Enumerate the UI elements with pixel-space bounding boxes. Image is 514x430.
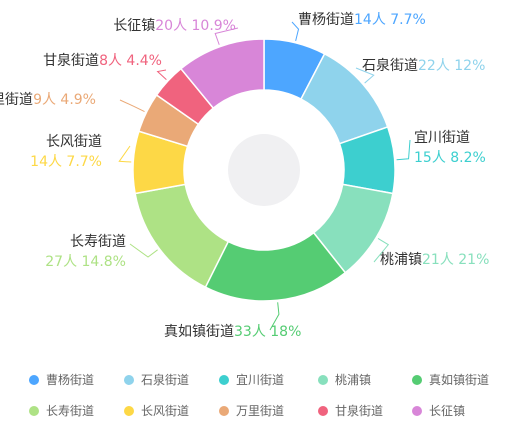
slice-value-7: 9人 4.9%: [33, 92, 96, 108]
leader-line-1: [355, 67, 375, 84]
legend-marker-7: [219, 406, 229, 416]
legend-item-8[interactable]: 甘泉街道: [318, 404, 383, 418]
leader-line-9: [214, 27, 239, 45]
legend-label-7: 万里街道: [236, 404, 284, 418]
legend-label-6: 长风街道: [141, 404, 189, 418]
legend-label-1: 石泉街道: [141, 373, 189, 387]
leader-line-3: [373, 238, 390, 263]
slice-label-3: 桃浦镇21人 21%: [380, 252, 489, 268]
slice-label-7: 万里街道9人 4.9%: [0, 92, 96, 108]
slice-9[interactable]: [179, 38, 265, 110]
legend-marker-3: [318, 375, 328, 385]
leader-lines-group: [118, 21, 411, 331]
legend-item-0[interactable]: 曹杨街道: [29, 372, 94, 387]
slice-value-8: 8人 4.4%: [99, 53, 162, 69]
slice-value-5: 27人 14.8%: [45, 254, 126, 270]
slice-label-1: 石泉街道22人 12%: [362, 57, 485, 74]
slice-name-2: 宜川街道: [414, 130, 470, 146]
legend-marker-4: [412, 375, 422, 385]
leader-line-7: [119, 99, 145, 113]
slice-name-1: 石泉街道: [362, 57, 418, 74]
legend-item-3[interactable]: 桃浦镇: [318, 372, 371, 387]
legend-label-4: 真如镇街道: [429, 372, 489, 387]
legend-marker-5: [29, 406, 39, 416]
leader-line-5: [129, 243, 158, 258]
slice-name-4: 真如镇街道: [164, 324, 234, 340]
legend-label-2: 宜川街道: [236, 372, 284, 387]
slice-name-3: 桃浦镇: [380, 252, 422, 268]
legend-marker-0: [29, 375, 39, 385]
slice-label-5: 长寿街道: [70, 233, 126, 250]
legend-item-5[interactable]: 长寿街道: [29, 404, 94, 418]
slices-group: [132, 38, 396, 302]
legend-item-6[interactable]: 长风街道: [124, 404, 189, 418]
slice-value-3: 21人 21%: [422, 252, 489, 268]
slice-name-6: 长风街道: [46, 134, 102, 150]
legend-marker-1: [124, 375, 134, 385]
legend-marker-9: [412, 406, 422, 416]
slice-value-6: 14人 7.7%: [30, 154, 102, 170]
legend-marker-2: [219, 375, 229, 385]
legend-label-8: 甘泉街道: [335, 404, 383, 418]
slice-label-9: 长征镇20人 10.9%: [113, 18, 236, 34]
slice-label-8: 甘泉街道8人 4.4%: [43, 52, 162, 69]
leader-line-0: [291, 21, 300, 41]
legend-item-9[interactable]: 长征镇: [412, 404, 465, 418]
leader-line-2: [396, 139, 411, 161]
legend-label-5: 长寿街道: [46, 404, 94, 418]
slice-label-0: 曹杨街道14人 7.7%: [298, 12, 426, 28]
legend-item-2[interactable]: 宜川街道: [219, 372, 284, 387]
legend-item-4[interactable]: 真如镇街道: [412, 372, 489, 387]
legend-label-9: 长征镇: [429, 404, 465, 418]
slice-value-2: 15人 8.2%: [414, 150, 486, 166]
slice-value-4: 33人 18%: [234, 324, 301, 340]
legend-item-1[interactable]: 石泉街道: [124, 373, 189, 387]
slice-value-1: 22人 12%: [418, 58, 485, 74]
slice-value-9: 20人 10.9%: [155, 18, 236, 34]
slice-label-6: 长风街道: [46, 134, 102, 150]
leader-line-6: [118, 145, 132, 163]
slice-label-4: 真如镇街道33人 18%: [164, 324, 301, 340]
legend-label-0: 曹杨街道: [46, 372, 94, 387]
slice-name-5: 长寿街道: [70, 233, 126, 250]
slice-value-0: 14人 7.7%: [354, 12, 426, 28]
slice-name-9: 长征镇: [113, 18, 155, 34]
center-disc: [228, 134, 300, 206]
slice-label-2: 宜川街道: [414, 130, 470, 146]
slice-name-7: 万里街道: [0, 92, 33, 108]
legend-marker-6: [124, 406, 134, 416]
slice-name-8: 甘泉街道: [43, 52, 99, 69]
legend-marker-8: [318, 406, 328, 416]
leader-line-4: [269, 302, 280, 331]
leader-line-8: [156, 69, 167, 81]
legend-label-3: 桃浦镇: [335, 372, 371, 387]
slice-name-0: 曹杨街道: [298, 12, 354, 28]
legend-item-7[interactable]: 万里街道: [219, 404, 284, 418]
